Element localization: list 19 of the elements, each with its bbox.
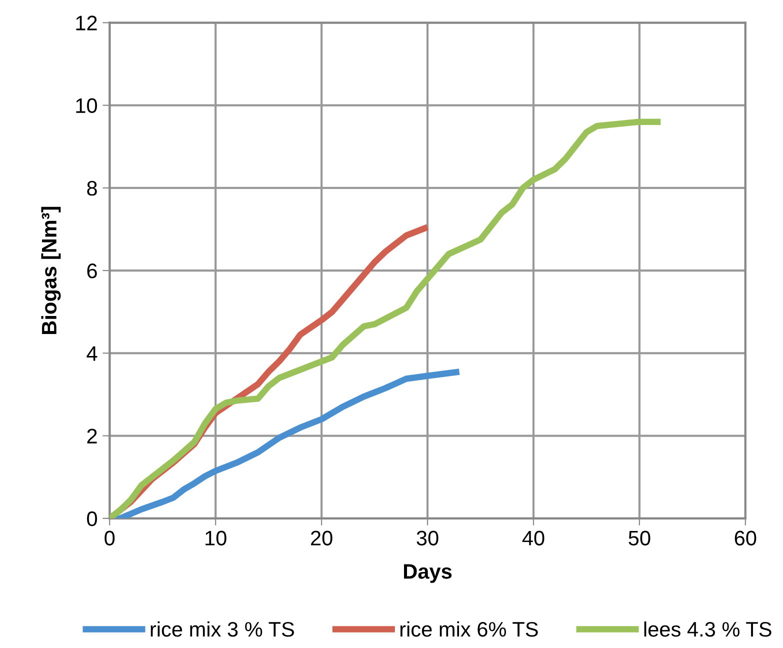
x-tick-label: 20: [311, 530, 332, 546]
legend-label: lees 4.3 % TS: [644, 621, 772, 637]
y-tick-label: 4: [86, 346, 98, 361]
y-tick-label: 6: [87, 264, 97, 278]
legend-label: rice mix 6% TS: [400, 621, 538, 637]
x-tick-label: 0: [104, 530, 115, 546]
x-tick-label: 30: [416, 530, 438, 546]
y-tick-label: 12: [76, 16, 97, 30]
y-tick-label: 10: [76, 98, 97, 114]
y-tick-label: 0: [87, 511, 97, 526]
x-tick-label: 40: [522, 530, 544, 546]
y-axis-title: Biogas [Nm³]: [41, 206, 61, 334]
y-tick-label: 2: [87, 428, 97, 444]
x-tick-label: 10: [206, 530, 226, 546]
legend-label: rice mix 3 % TS: [150, 621, 294, 637]
y-tick-label: 8: [87, 180, 97, 196]
x-tick-label: 60: [734, 530, 756, 546]
x-axis-title: Days: [404, 564, 452, 583]
x-tick-label: 50: [628, 530, 650, 546]
